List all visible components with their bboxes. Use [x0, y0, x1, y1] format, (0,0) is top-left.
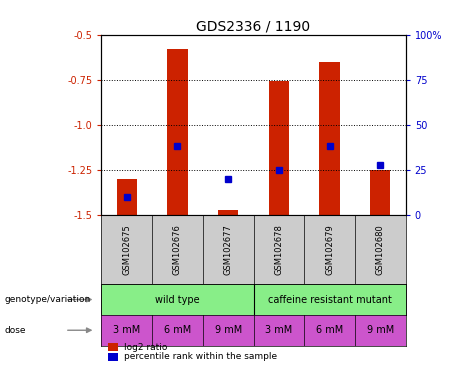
Text: percentile rank within the sample: percentile rank within the sample — [124, 352, 277, 361]
Text: GSM102678: GSM102678 — [274, 224, 284, 275]
Text: 9 mM: 9 mM — [366, 325, 394, 335]
FancyBboxPatch shape — [101, 284, 254, 315]
Text: GSM102676: GSM102676 — [173, 224, 182, 275]
Title: GDS2336 / 1190: GDS2336 / 1190 — [196, 20, 311, 33]
Text: dose: dose — [5, 326, 26, 335]
Text: GSM102677: GSM102677 — [224, 224, 233, 275]
Bar — [218, 210, 238, 215]
Text: GSM102675: GSM102675 — [122, 224, 131, 275]
Bar — [117, 179, 137, 215]
FancyBboxPatch shape — [254, 284, 406, 315]
Text: 9 mM: 9 mM — [214, 325, 242, 335]
Text: genotype/variation: genotype/variation — [5, 295, 91, 304]
Text: 6 mM: 6 mM — [316, 325, 343, 335]
Bar — [269, 81, 289, 215]
Bar — [319, 62, 340, 215]
Text: wild type: wild type — [155, 295, 200, 305]
Text: GSM102680: GSM102680 — [376, 224, 385, 275]
Text: GSM102679: GSM102679 — [325, 224, 334, 275]
Text: 3 mM: 3 mM — [265, 325, 293, 335]
Bar — [370, 170, 390, 215]
Text: log2 ratio: log2 ratio — [124, 343, 167, 352]
Bar — [167, 49, 188, 215]
Text: 3 mM: 3 mM — [113, 325, 141, 335]
Text: 6 mM: 6 mM — [164, 325, 191, 335]
Text: caffeine resistant mutant: caffeine resistant mutant — [268, 295, 391, 305]
